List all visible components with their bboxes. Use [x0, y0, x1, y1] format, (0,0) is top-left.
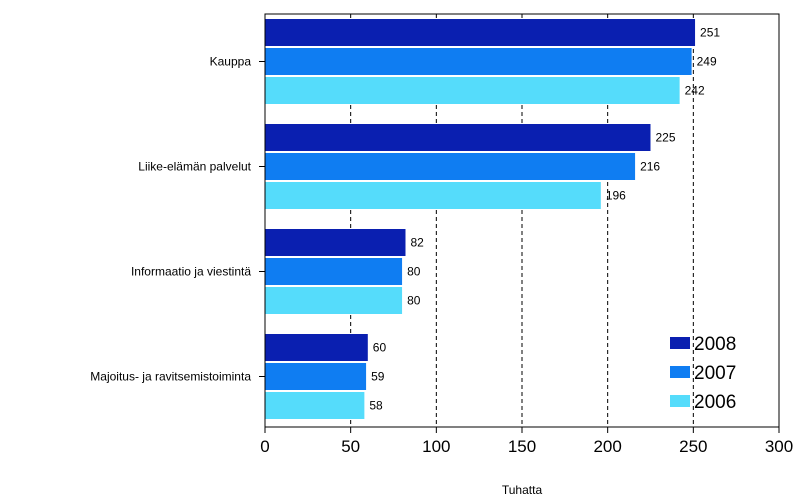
bar-value-label: 242 — [685, 84, 705, 98]
category-label: Informaatio ja viestintä — [131, 265, 251, 279]
legend-swatch — [670, 366, 690, 378]
bar — [265, 48, 692, 75]
legend: 2008 2007 2006 — [670, 334, 736, 413]
bar — [265, 153, 636, 180]
bar-value-label: 249 — [697, 55, 717, 69]
bar — [265, 392, 365, 419]
legend-swatch — [670, 395, 690, 407]
category-label: Kauppa — [210, 55, 252, 69]
bar — [265, 19, 696, 46]
x-tick-label: 0 — [260, 437, 269, 456]
bar — [265, 182, 601, 209]
legend-swatch — [670, 337, 690, 349]
legend-label: 2006 — [694, 392, 736, 413]
legend-label: 2008 — [694, 334, 736, 355]
bar-value-label: 58 — [369, 399, 383, 413]
bar — [265, 229, 406, 256]
bar-layer — [265, 19, 696, 419]
axis-layer — [259, 13, 780, 433]
bar-value-label: 82 — [410, 236, 424, 250]
x-tick-label: 50 — [341, 437, 360, 456]
x-tick-label: 150 — [508, 437, 536, 456]
bar-value-label: 196 — [606, 189, 626, 203]
x-tick-label: 300 — [765, 437, 793, 456]
bar-value-label: 80 — [407, 265, 421, 279]
bar-value-label: 216 — [640, 160, 660, 174]
bar-value-label: 60 — [373, 341, 387, 355]
bar-value-label: 225 — [656, 131, 676, 145]
bar — [265, 363, 367, 390]
bar — [265, 334, 368, 361]
bar-value-label: 251 — [700, 26, 720, 40]
category-label: Majoitus- ja ravitsemistoiminta — [90, 370, 251, 384]
bar — [265, 258, 403, 285]
bar-value-label: 80 — [407, 294, 421, 308]
x-tick-label: 200 — [593, 437, 621, 456]
bar — [265, 77, 680, 104]
x-tick-label: 250 — [679, 437, 707, 456]
grid-layer — [350, 14, 694, 427]
x-axis-title: Tuhatta — [502, 483, 543, 497]
x-tick-label: 100 — [422, 437, 450, 456]
legend-label: 2007 — [694, 363, 736, 384]
bar-value-label: 59 — [371, 370, 385, 384]
bar — [265, 287, 403, 314]
bar — [265, 124, 651, 151]
label-layer: 251 249 242 Kauppa 225 216 196 Liike-elämän pal… — [90, 26, 793, 457]
category-label: Liike-elämän palvelut — [138, 160, 251, 174]
